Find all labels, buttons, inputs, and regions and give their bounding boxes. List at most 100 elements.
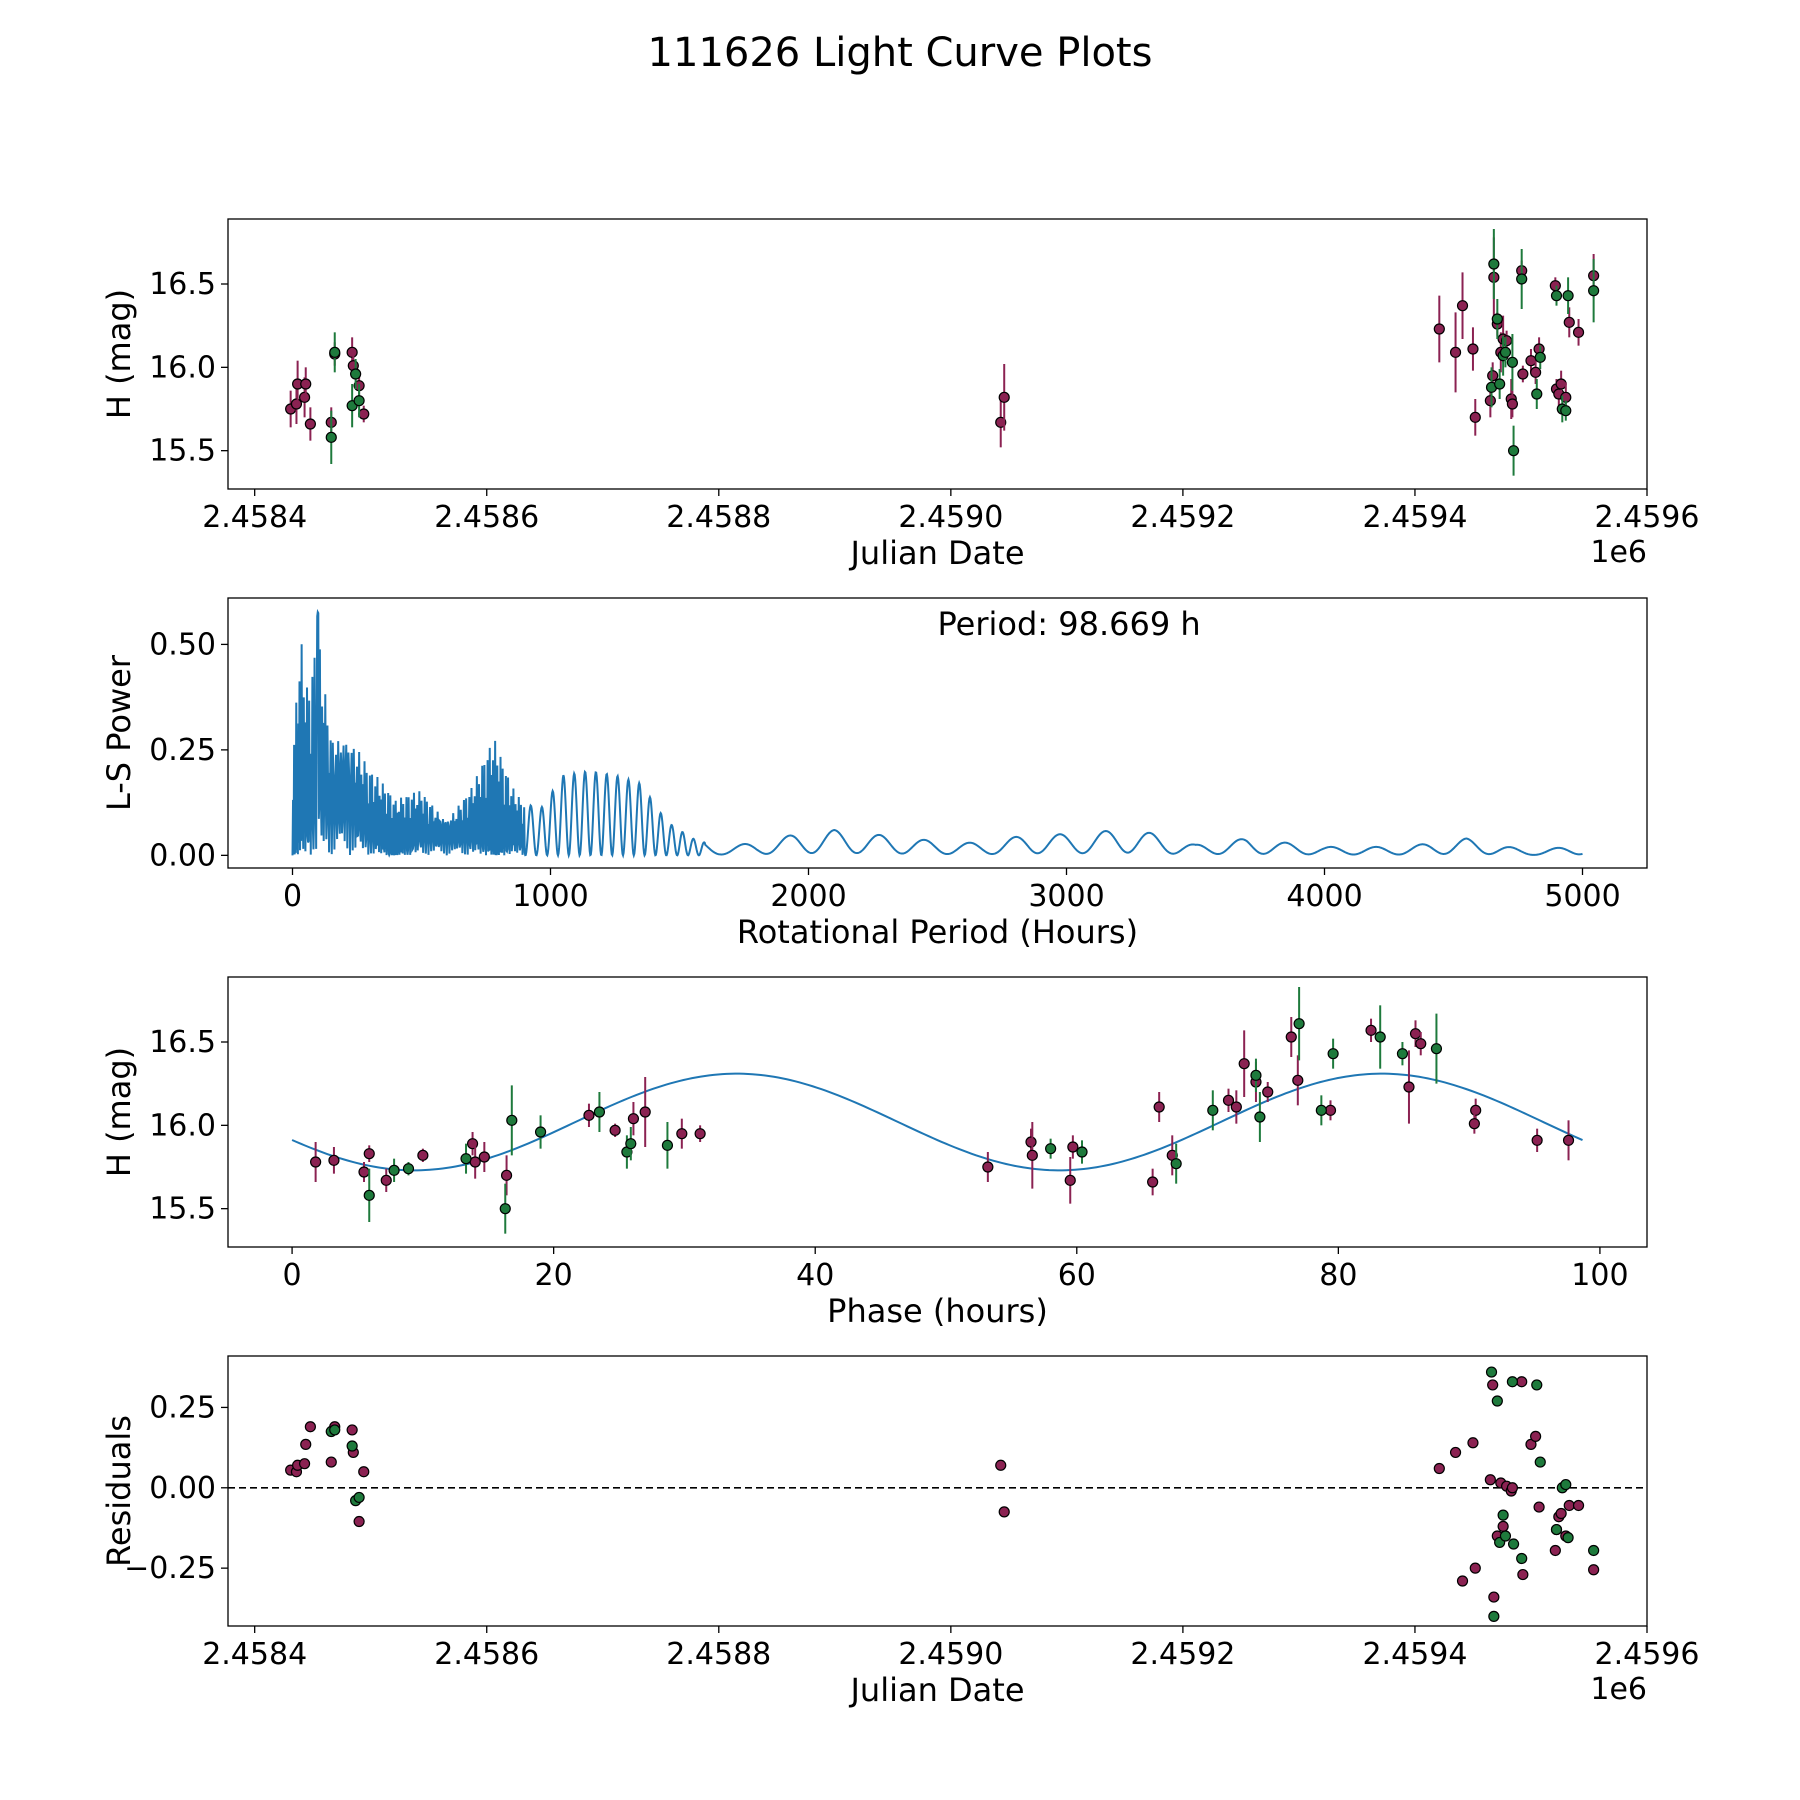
data-point bbox=[1430, 1043, 1443, 1055]
data-point bbox=[1491, 1395, 1503, 1407]
data-point bbox=[1238, 1058, 1250, 1070]
data-point bbox=[1531, 388, 1543, 400]
data-point bbox=[1456, 300, 1469, 312]
x-tick-label: 2.4596 bbox=[1595, 1637, 1700, 1672]
data-point bbox=[1506, 1376, 1519, 1388]
y-axis-label: H (mag) bbox=[100, 1047, 138, 1177]
data-point bbox=[469, 1156, 481, 1168]
data-point bbox=[1560, 405, 1572, 417]
data-point bbox=[1449, 346, 1462, 358]
data-point bbox=[1549, 280, 1561, 292]
data-point bbox=[1534, 351, 1546, 363]
data-point bbox=[346, 1440, 358, 1452]
data-point bbox=[1563, 316, 1575, 328]
data-point bbox=[1170, 1158, 1182, 1170]
y-tick-label: 0.25 bbox=[149, 1390, 216, 1425]
x-tick-label: 2.4586 bbox=[434, 500, 539, 535]
data-point bbox=[1484, 395, 1496, 407]
data-point bbox=[1517, 1568, 1529, 1581]
data-point bbox=[1045, 1143, 1057, 1155]
data-point bbox=[328, 1154, 340, 1166]
data-point bbox=[661, 1139, 674, 1151]
data-point bbox=[627, 1113, 640, 1125]
data-point bbox=[499, 1203, 511, 1215]
data-point bbox=[402, 1163, 415, 1175]
data-point bbox=[1449, 1446, 1462, 1459]
data-point bbox=[290, 398, 303, 410]
data-point bbox=[1563, 1499, 1575, 1512]
data-point bbox=[1254, 1111, 1266, 1123]
data-point bbox=[353, 395, 365, 407]
data-point bbox=[1516, 1552, 1528, 1565]
data-point bbox=[1506, 398, 1519, 410]
data-point bbox=[625, 1138, 637, 1150]
data-point bbox=[1470, 1104, 1482, 1116]
data-point bbox=[1550, 290, 1563, 302]
x-axis-label: Phase (hours) bbox=[827, 1292, 1048, 1330]
data-point bbox=[676, 1128, 688, 1140]
x-tick-label: 60 bbox=[1058, 1258, 1096, 1293]
data-point bbox=[982, 1161, 994, 1173]
x-tick-label: 5000 bbox=[1544, 879, 1620, 914]
figure-title: 111626 Light Curve Plots bbox=[648, 30, 1153, 76]
data-point bbox=[1560, 1478, 1572, 1491]
data-point bbox=[417, 1149, 429, 1161]
data-point bbox=[363, 1148, 375, 1160]
x-tick-label: 2.4594 bbox=[1362, 500, 1467, 535]
data-point bbox=[300, 378, 312, 390]
data-point bbox=[1549, 1544, 1561, 1557]
data-point bbox=[300, 1438, 312, 1450]
data-point bbox=[1285, 1031, 1297, 1043]
data-point bbox=[583, 1109, 595, 1121]
data-point bbox=[1153, 1101, 1165, 1113]
x-tick-label: 2.4592 bbox=[1130, 1637, 1235, 1672]
data-point bbox=[358, 1166, 370, 1178]
data-point bbox=[380, 1174, 392, 1186]
y-tick-label: 0.00 bbox=[149, 838, 216, 873]
x-tick-label: 2.4588 bbox=[666, 1637, 771, 1672]
data-point bbox=[1497, 1509, 1509, 1521]
data-point bbox=[1494, 378, 1506, 390]
data-point bbox=[1262, 1086, 1274, 1098]
data-point bbox=[329, 346, 341, 358]
data-point bbox=[998, 1506, 1010, 1518]
data-point bbox=[1588, 285, 1600, 297]
data-point bbox=[460, 1153, 472, 1165]
data-point bbox=[1531, 1134, 1543, 1146]
data-point bbox=[1550, 1523, 1563, 1536]
data-point bbox=[1469, 411, 1481, 423]
y-tick-label: 0.25 bbox=[149, 733, 216, 768]
y-axis-label: H (mag) bbox=[100, 289, 138, 419]
data-point bbox=[1327, 1048, 1339, 1060]
data-point bbox=[1433, 323, 1445, 335]
data-point bbox=[1525, 355, 1537, 367]
period-annotation: Period: 98.669 h bbox=[938, 605, 1201, 643]
data-point bbox=[1506, 356, 1519, 368]
data-point bbox=[1467, 1437, 1479, 1449]
data-point bbox=[534, 1126, 547, 1138]
data-point bbox=[694, 1128, 706, 1140]
x-axis-label: Julian Date bbox=[848, 1671, 1024, 1709]
x-axis-label: Julian Date bbox=[848, 534, 1024, 572]
data-point bbox=[1293, 1018, 1305, 1030]
periodogram-line bbox=[291, 608, 1583, 860]
data-point bbox=[1562, 1532, 1574, 1544]
data-point bbox=[1572, 326, 1585, 338]
data-point bbox=[1507, 445, 1520, 457]
y-tick-label: −0.25 bbox=[124, 1551, 216, 1586]
y-tick-label: 15.5 bbox=[149, 434, 216, 469]
x-axis-offset-label: 1e6 bbox=[1590, 1672, 1647, 1707]
data-point bbox=[1222, 1094, 1235, 1106]
data-point bbox=[1374, 1031, 1386, 1043]
y-axis-label: L-S Power bbox=[100, 654, 138, 811]
y-tick-label: 16.5 bbox=[149, 267, 216, 302]
x-tick-label: 0 bbox=[283, 879, 302, 914]
data-point bbox=[1530, 1430, 1542, 1442]
data-point bbox=[363, 1189, 375, 1201]
x-tick-label: 0 bbox=[283, 1258, 302, 1293]
data-point bbox=[1315, 1104, 1327, 1116]
data-point bbox=[506, 1114, 518, 1126]
phased-curve-panel: 0 20 40 60 80 100 15.5 16.0 16.5 Phase (hours) H (… bbox=[100, 976, 1648, 1330]
data-point bbox=[1588, 1544, 1600, 1557]
x-tick-label: 2.4590 bbox=[898, 500, 1003, 535]
